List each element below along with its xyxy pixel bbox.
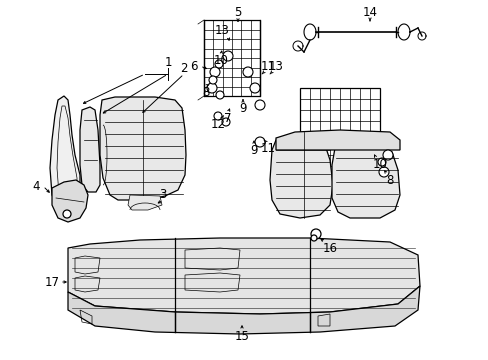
Text: 1: 1	[164, 55, 171, 68]
Polygon shape	[128, 195, 162, 210]
Polygon shape	[80, 107, 100, 192]
Text: 13: 13	[268, 59, 283, 72]
Text: 17: 17	[44, 275, 60, 288]
Text: 15: 15	[234, 329, 249, 342]
Text: 9: 9	[250, 144, 257, 157]
Circle shape	[216, 91, 224, 99]
Text: 16: 16	[322, 242, 337, 255]
Circle shape	[310, 235, 316, 241]
Circle shape	[310, 229, 320, 239]
Circle shape	[254, 100, 264, 110]
Circle shape	[215, 60, 223, 68]
Text: 6: 6	[190, 59, 197, 72]
Text: 10: 10	[372, 158, 386, 171]
Circle shape	[377, 158, 385, 166]
Circle shape	[206, 83, 217, 93]
Text: 9: 9	[239, 102, 246, 114]
Polygon shape	[52, 180, 88, 222]
Text: 4: 4	[32, 180, 40, 193]
Circle shape	[249, 83, 260, 93]
Text: 12: 12	[210, 117, 225, 131]
Circle shape	[382, 150, 392, 160]
Text: 13: 13	[214, 23, 229, 36]
Circle shape	[378, 167, 388, 177]
Circle shape	[209, 67, 220, 77]
Circle shape	[208, 76, 217, 84]
Circle shape	[223, 51, 232, 61]
Polygon shape	[331, 143, 399, 218]
Polygon shape	[68, 238, 419, 314]
Text: 2: 2	[180, 62, 187, 75]
Text: 5: 5	[234, 5, 241, 18]
Polygon shape	[50, 96, 80, 215]
Circle shape	[254, 137, 264, 147]
Text: 3: 3	[159, 188, 166, 201]
Text: 8: 8	[386, 174, 393, 186]
Polygon shape	[68, 286, 419, 334]
Circle shape	[243, 67, 252, 77]
Circle shape	[222, 118, 229, 126]
Text: 10: 10	[213, 54, 228, 67]
Text: 8: 8	[202, 86, 209, 99]
Text: 7: 7	[224, 112, 231, 125]
Circle shape	[214, 112, 222, 120]
Polygon shape	[275, 130, 399, 150]
Circle shape	[63, 210, 71, 218]
Text: 14: 14	[362, 5, 377, 18]
Polygon shape	[100, 97, 185, 200]
Polygon shape	[269, 138, 332, 218]
Bar	[203, 20, 260, 96]
Bar	[299, 88, 379, 188]
Text: 11: 11	[260, 141, 275, 154]
Text: 11: 11	[260, 59, 275, 72]
